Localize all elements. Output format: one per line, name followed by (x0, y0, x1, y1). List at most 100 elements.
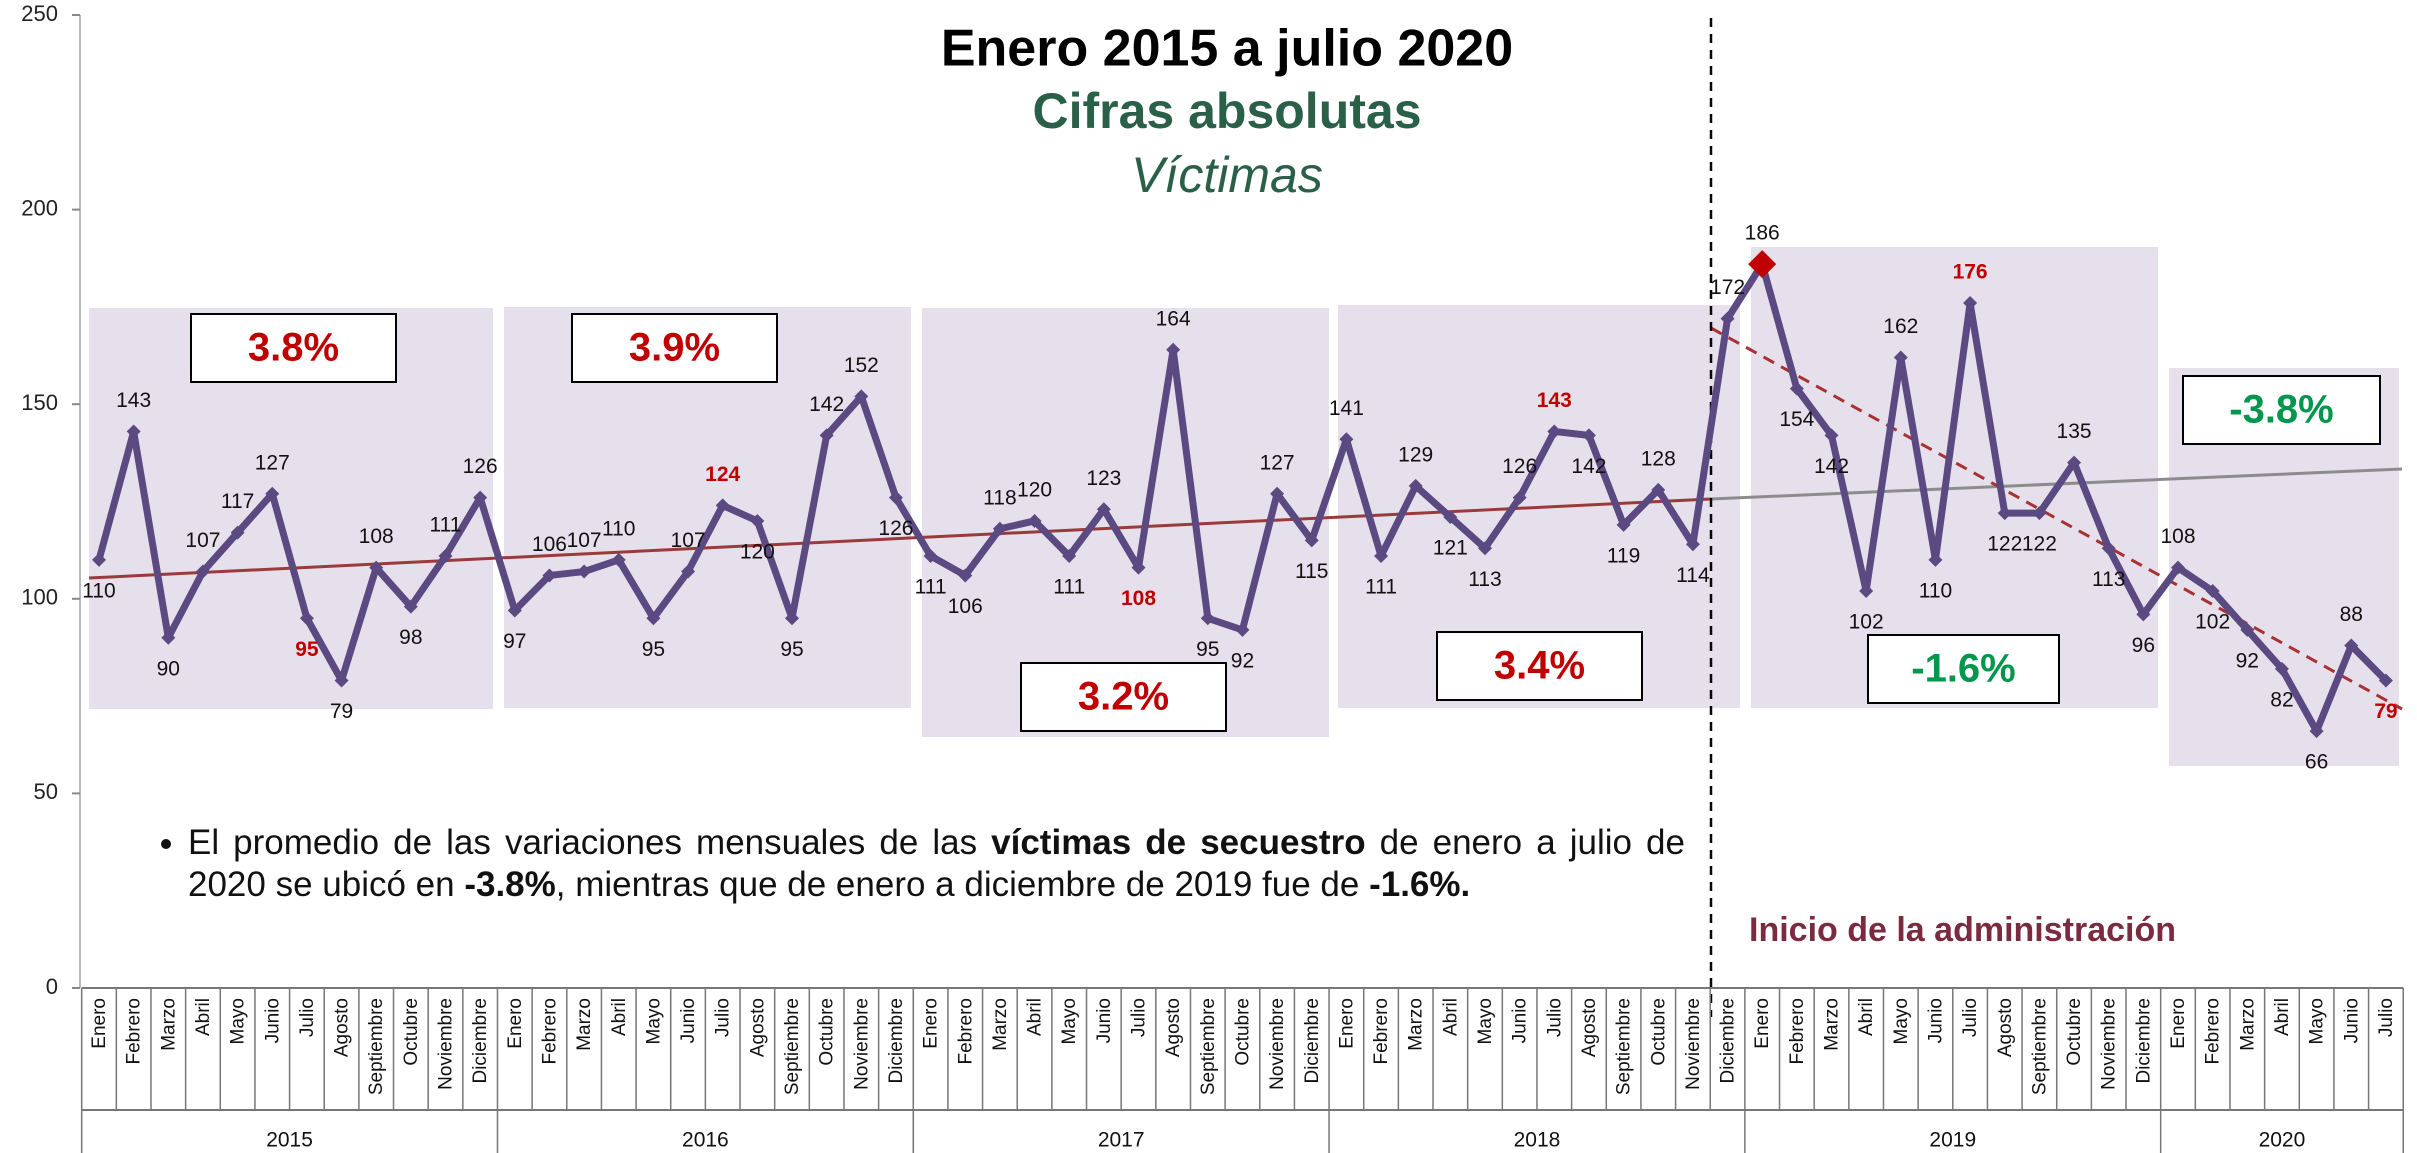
data-point (1997, 506, 2012, 521)
data-point (715, 498, 730, 513)
data-label: 110 (602, 517, 635, 540)
x-tick-label: Julio (1129, 998, 1150, 1037)
variation-label: -3.8% (2229, 388, 2334, 432)
data-label: 106 (948, 595, 983, 618)
variation-label: 3.4% (1494, 644, 1585, 688)
data-label: 114 (1676, 564, 1710, 587)
period-box (1751, 247, 2158, 708)
data-label: 98 (399, 626, 422, 649)
note-text: El promedio de las variaciones mensuales… (188, 823, 992, 862)
x-tick-label: Febrero (1787, 998, 1808, 1065)
data-point (403, 599, 418, 614)
x-tick-label: Enero (89, 998, 110, 1049)
data-label: 110 (82, 579, 115, 602)
x-tick-label: Julio (713, 998, 734, 1037)
data-point (1824, 428, 1839, 443)
x-tick-label: Septiembre (1198, 998, 1219, 1095)
data-point (473, 490, 488, 505)
x-tick-label: Febrero (1371, 998, 1392, 1065)
data-point (195, 564, 210, 579)
x-tick-label: Octubre (1648, 998, 1669, 1066)
data-label: 95 (642, 638, 665, 661)
administration-label: Inicio de la administración (1749, 911, 2176, 949)
data-point (1478, 541, 1492, 556)
data-label: 92 (1231, 649, 1254, 672)
data-label: 154 (1779, 408, 1814, 431)
data-point (1166, 342, 1181, 357)
x-tick-label: Septiembre (2029, 998, 2050, 1095)
x-tick-label: Enero (1336, 998, 1357, 1049)
data-point (1270, 486, 1285, 501)
data-label: 143 (1537, 389, 1572, 412)
data-point (888, 490, 903, 505)
data-label: 152 (844, 354, 879, 377)
background-layer: 3.8% 3.9% 3.2% 3.4% -1.6% -3.8% (89, 247, 2399, 766)
data-label: 142 (809, 393, 844, 416)
data-point (854, 389, 869, 404)
x-tick-label: Agosto (747, 998, 768, 1057)
data-point (1789, 381, 1804, 396)
x-tick-label: Julio (1960, 998, 1981, 1037)
variation-box (1436, 631, 1643, 701)
data-point (785, 611, 799, 626)
x-tick-label: Junio (262, 998, 283, 1043)
variation-label: -1.6% (1911, 647, 2016, 691)
data-point (1859, 584, 1874, 599)
data-label: 121 (1433, 537, 1468, 560)
data-label: 123 (1086, 467, 1121, 490)
x-tick-label: Mayo (1891, 998, 1912, 1044)
year-label: 2016 (682, 1129, 729, 1152)
x-tick-label: Marzo (990, 998, 1011, 1051)
x-tick-label: Junio (1925, 998, 1946, 1043)
data-point (1720, 311, 1735, 326)
data-label: 117 (221, 490, 254, 513)
variation-label: 3.2% (1078, 675, 1169, 719)
data-point (334, 673, 349, 688)
data-point (1408, 478, 1423, 493)
data-point (1374, 548, 1389, 563)
data-point (542, 568, 557, 583)
data-point (681, 564, 696, 579)
year-label: 2015 (266, 1129, 313, 1152)
note-item: El promedio de las variaciones mensuales… (188, 822, 1685, 906)
y-tick-label: 150 (21, 390, 58, 415)
data-label: 122 (1987, 533, 2022, 556)
data-point (230, 525, 245, 540)
year-label: 2018 (1514, 1129, 1561, 1152)
data-label: 124 (705, 463, 740, 486)
note-text: de enero a julio de 2020 se ubicó en (188, 823, 1685, 904)
x-tick-label: Abril (1440, 998, 1461, 1036)
data-point (1651, 482, 1666, 497)
data-label: 120 (1017, 479, 1052, 502)
data-label: 107 (185, 529, 220, 552)
x-tick-label: Junio (1510, 998, 1531, 1043)
data-label: 107 (671, 529, 706, 552)
data-label: 95 (1196, 638, 1219, 661)
x-tick-label: Septiembre (1614, 998, 1635, 1095)
chart-title: Enero 2015 a julio 2020 (941, 20, 1513, 78)
trend-line (1710, 326, 2403, 711)
variation-box (190, 313, 397, 383)
data-label: 111 (1365, 576, 1397, 599)
note-text: , mientras que de enero a diciembre de 2… (555, 865, 1370, 904)
x-tick-label: Diciembre (2133, 998, 2154, 1084)
x-tick-label: Febrero (539, 998, 560, 1065)
data-point (2309, 724, 2324, 739)
data-label: 110 (1919, 579, 1952, 602)
data-label: 126 (1502, 455, 1537, 478)
x-tick-label: Noviembre (1683, 998, 1704, 1090)
data-point (161, 630, 176, 645)
data-label: 126 (878, 517, 913, 540)
variation-label: 3.8% (248, 326, 339, 370)
x-tick-label: Diciembre (1302, 998, 1323, 1084)
x-tick-label: Septiembre (366, 998, 387, 1095)
x-tick-label: Noviembre (851, 998, 872, 1090)
data-label: 186 (1745, 222, 1780, 245)
data-label: 66 (2305, 751, 2328, 774)
data-label: 113 (1468, 568, 1501, 591)
x-tick-label: Marzo (2237, 998, 2258, 1051)
data-label: 142 (1814, 455, 1849, 478)
note-text: -1.6%. (1369, 865, 1471, 904)
data-point (611, 552, 626, 567)
